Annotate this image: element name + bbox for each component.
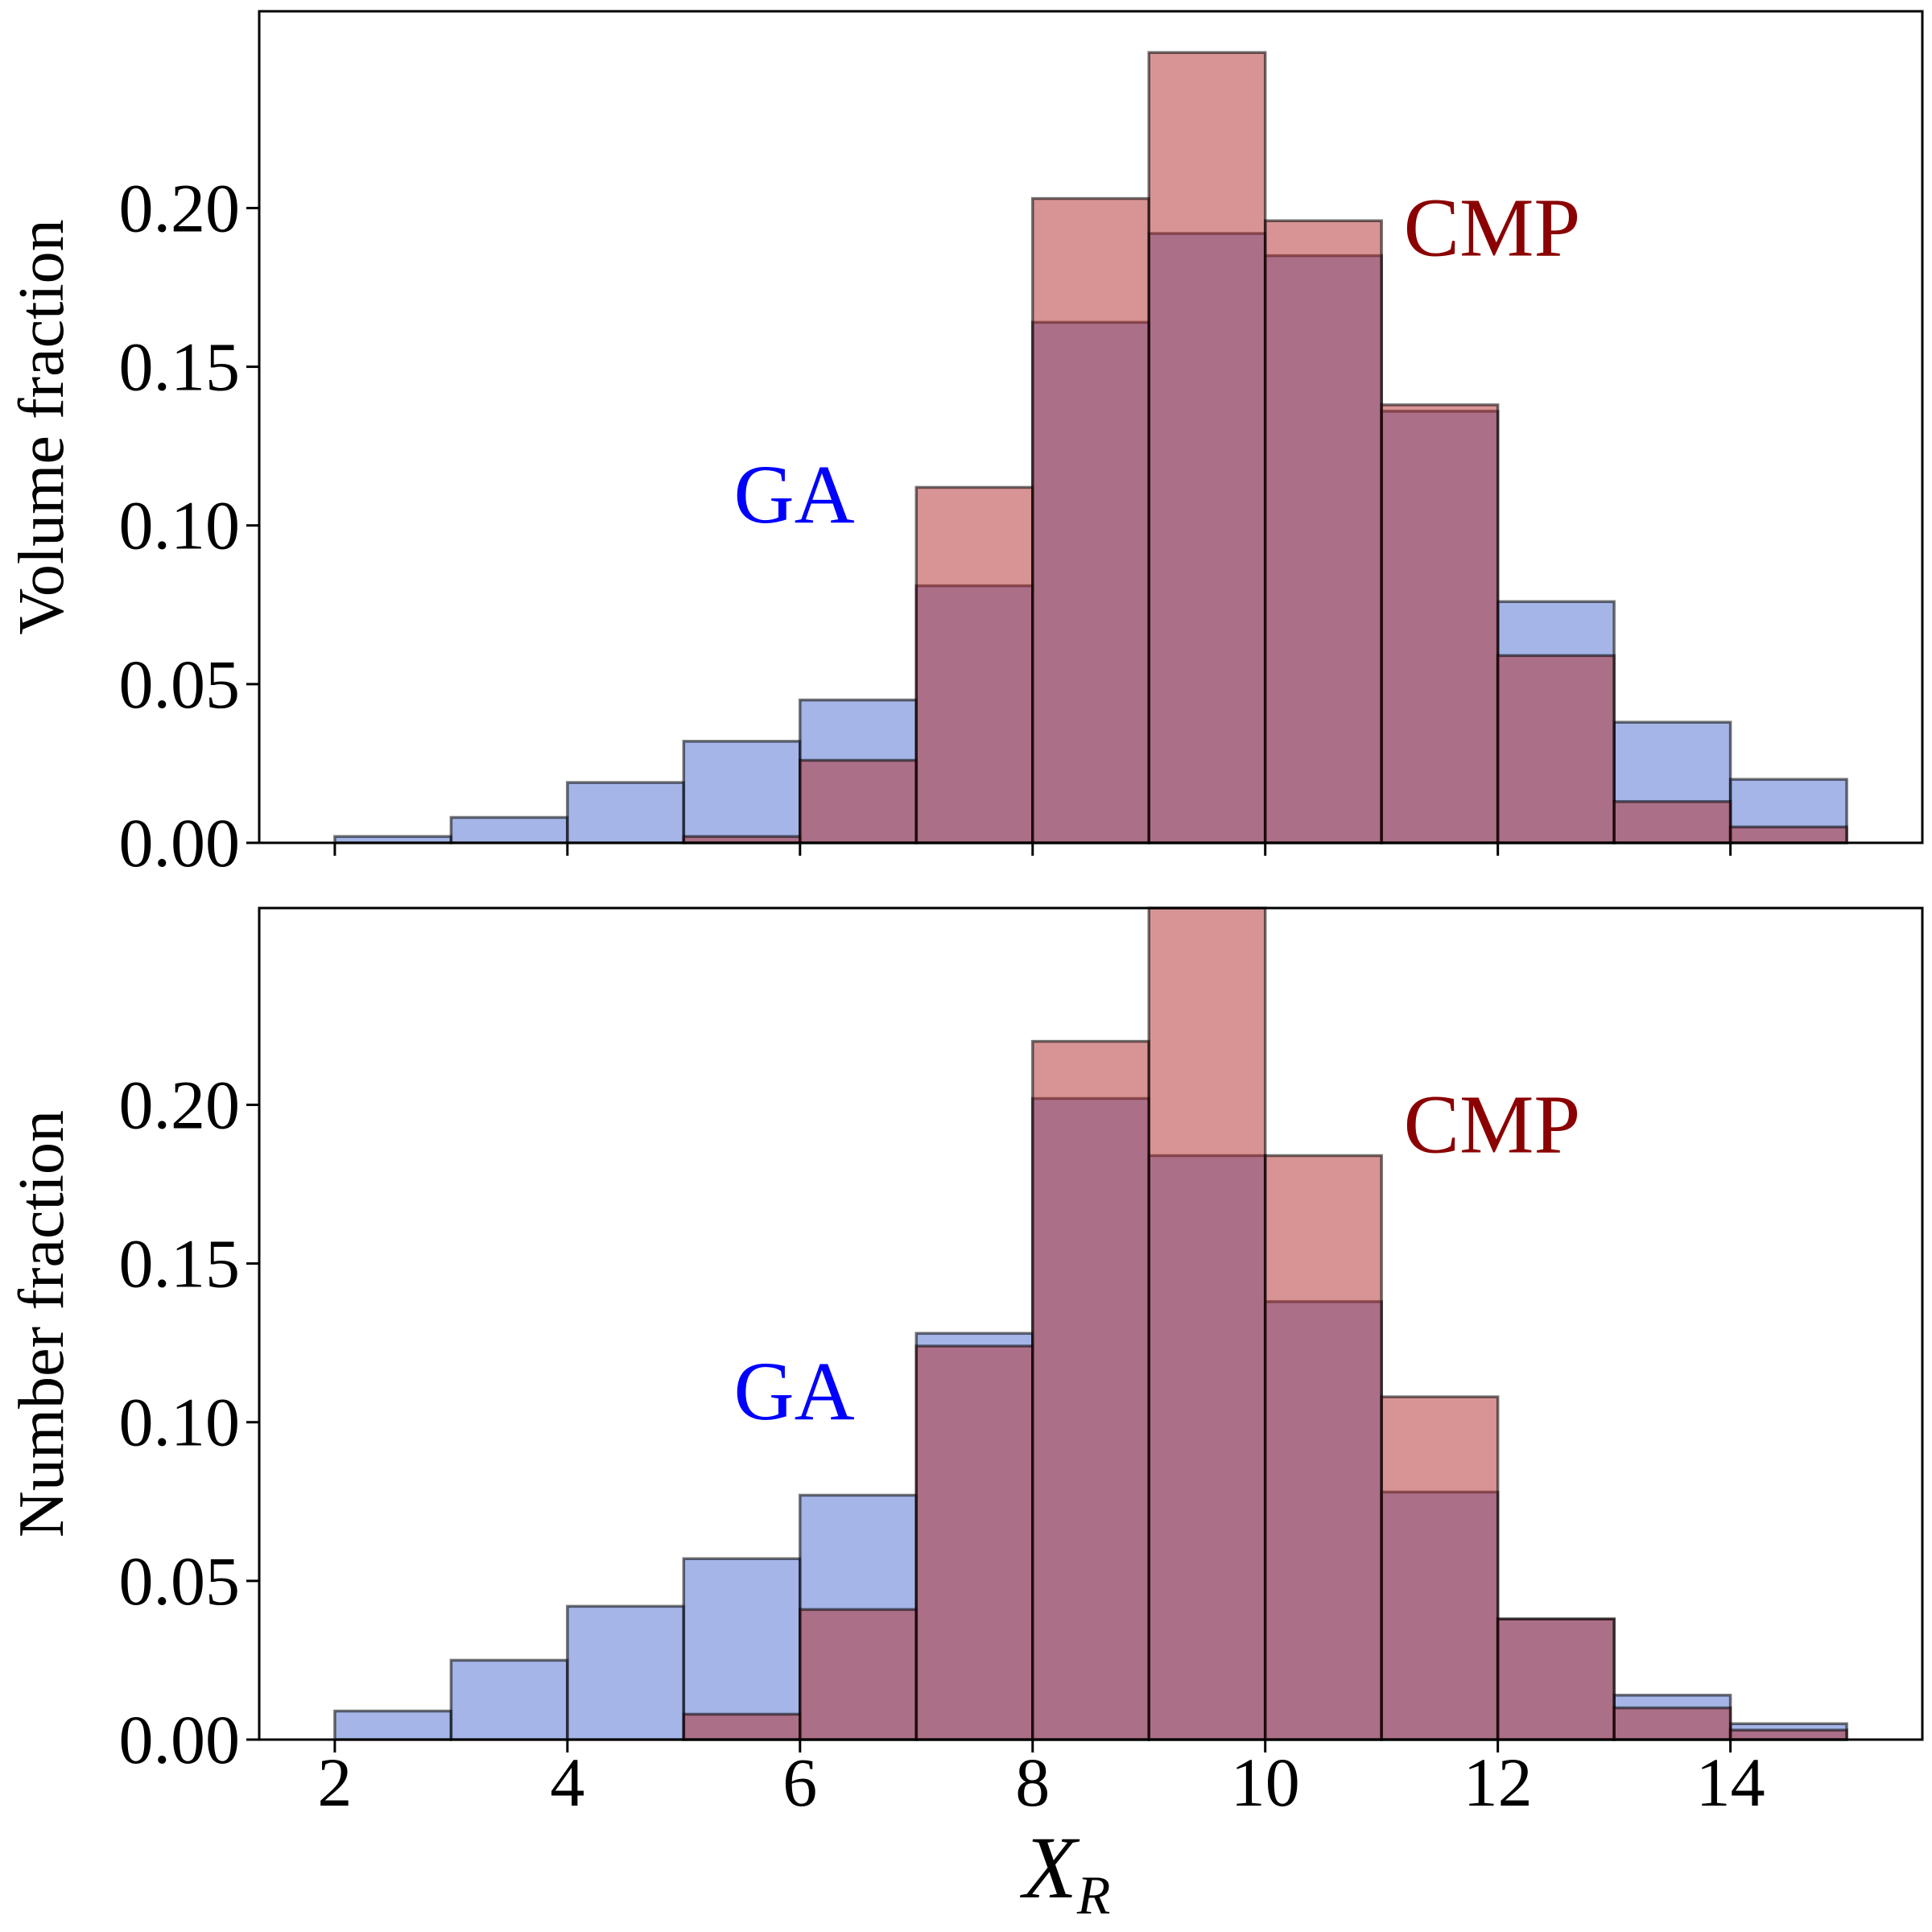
series-cmp <box>682 51 1848 844</box>
bar-cmp-13-14 <box>1612 799 1732 844</box>
bar-cmp-5-6 <box>682 1712 802 1741</box>
bar-ga-5-6 <box>682 740 802 844</box>
bar-cmp-6-7 <box>799 1608 919 1741</box>
bar-cmp-10-11 <box>1263 1154 1383 1741</box>
x-axis-label: XR <box>1020 1818 1111 1926</box>
bar-cmp-9-10 <box>1147 51 1267 844</box>
bar-cmp-14-15 <box>1728 1728 1848 1741</box>
y-tick-label: 0.00 <box>119 804 241 881</box>
bar-cmp-11-12 <box>1380 1395 1500 1741</box>
bar-cmp-12-13 <box>1496 1617 1616 1741</box>
x-tick-label: 12 <box>1463 1744 1533 1821</box>
bar-ga-3-4 <box>449 1658 569 1741</box>
bar-cmp-13-14 <box>1612 1706 1732 1741</box>
x-tick-label: 4 <box>550 1744 584 1821</box>
x-tick-label: 6 <box>782 1744 817 1821</box>
bar-ga-3-4 <box>449 815 569 844</box>
x-tick-label: 2 <box>317 1744 352 1821</box>
bar-cmp-14-15 <box>1728 825 1848 844</box>
y-axis-label: Volume fraction <box>6 219 77 634</box>
bar-cmp-7-8 <box>914 485 1034 844</box>
annotation-ga: GA <box>733 1345 854 1438</box>
y-tick-label: 0.20 <box>119 1066 241 1143</box>
bar-ga-5-6 <box>682 1557 802 1741</box>
x-tick-label: 10 <box>1231 1744 1300 1821</box>
y-tick-label: 0.10 <box>119 487 241 564</box>
x-tick-label: 8 <box>1015 1744 1050 1821</box>
bar-cmp-7-8 <box>914 1344 1034 1741</box>
y-tick-label: 0.15 <box>119 1225 241 1302</box>
bar-cmp-8-9 <box>1031 1039 1150 1741</box>
annotation-cmp: CMP <box>1404 182 1581 275</box>
chart-panel-top: 0.00 0.05 0.10 0.15 0.20 Volume fraction GA CMP <box>6 10 1924 881</box>
y-tick-label: 0.05 <box>119 646 241 723</box>
bar-cmp-8-9 <box>1031 196 1150 844</box>
axes-frame <box>258 10 1924 844</box>
y-tick-label: 0.10 <box>119 1384 241 1461</box>
bar-ga-2-3 <box>333 1709 453 1741</box>
y-tick-label: 0.20 <box>119 169 241 246</box>
y-tick-label: 0.00 <box>119 1701 241 1778</box>
y-tick-label: 0.15 <box>119 328 241 406</box>
axes-frame <box>258 906 1924 1741</box>
bar-cmp-10-11 <box>1263 219 1383 844</box>
bar-cmp-12-13 <box>1496 654 1616 844</box>
bar-cmp-11-12 <box>1380 403 1500 844</box>
y-axis-label: Number fraction <box>6 1110 77 1538</box>
bar-cmp-9-10 <box>1147 906 1267 1741</box>
bar-ga-4-5 <box>566 1604 686 1741</box>
bar-ga-4-5 <box>566 781 686 844</box>
bar-cmp-6-7 <box>799 758 919 844</box>
series-cmp <box>682 906 1848 1741</box>
y-tick-label: 0.05 <box>119 1542 241 1620</box>
x-tick-label: 14 <box>1696 1744 1765 1821</box>
annotation-ga: GA <box>733 448 854 541</box>
chart-panel-bottom: 0.00 0.05 0.10 0.15 0.20 2 4 6 8 10 12 14 Number fra… <box>6 906 1924 1926</box>
annotation-cmp: CMP <box>1404 1079 1581 1171</box>
